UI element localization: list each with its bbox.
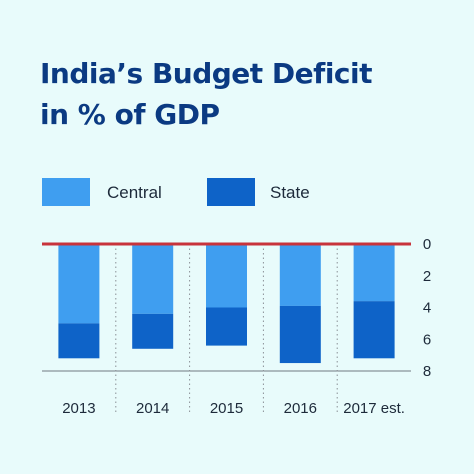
- bar-state-2014: [132, 313, 174, 349]
- y-tick-label: 6: [423, 331, 431, 348]
- x-tick-label: 2013: [62, 400, 95, 417]
- bar-central-2013: [58, 244, 100, 324]
- y-tick-label: 4: [423, 300, 431, 317]
- chart-title-line-1: India’s Budget Deficit: [40, 57, 373, 90]
- bar-central-2017: [353, 244, 395, 302]
- legend-label-state: State: [270, 183, 310, 202]
- bar-state-2013: [58, 323, 100, 359]
- chart-title-line-2: in % of GDP: [40, 98, 220, 131]
- bar-central-2014: [132, 244, 174, 314]
- bar-state-2015: [206, 307, 247, 346]
- bar-central-2015: [206, 244, 247, 308]
- legend-swatch-state: [207, 178, 255, 206]
- y-tick-label: 2: [423, 268, 431, 285]
- x-tick-label: 2016: [284, 400, 317, 417]
- legend-label-central: Central: [107, 183, 162, 202]
- legend-swatch-central: [42, 178, 90, 206]
- bar-state-2017: [353, 301, 395, 359]
- x-tick-label: 2014: [136, 400, 169, 417]
- bar-central-2016: [279, 244, 321, 306]
- bar-state-2016: [279, 305, 321, 364]
- y-tick-label: 0: [423, 236, 431, 253]
- y-tick-label: 8: [423, 363, 431, 380]
- x-tick-label: 2015: [210, 400, 243, 417]
- x-tick-label: 2017 est.: [343, 400, 405, 417]
